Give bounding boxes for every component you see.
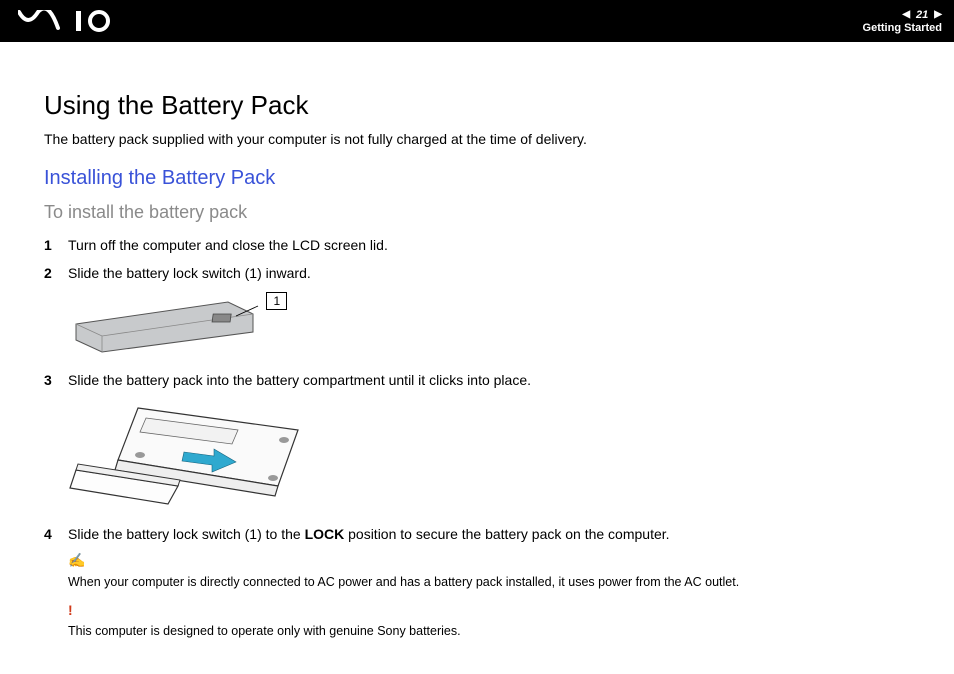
figure-battery-insert: [68, 400, 914, 510]
step-3: 3 Slide the battery pack into the batter…: [44, 370, 914, 390]
figure-battery-switch: 1: [68, 294, 914, 356]
page-content: Using the Battery Pack The battery pack …: [0, 42, 954, 640]
step-text: Slide the battery lock switch (1) to the…: [68, 524, 670, 544]
page-header: ◀ 21 ▶ Getting Started: [0, 0, 954, 42]
step-1: 1 Turn off the computer and close the LC…: [44, 235, 914, 255]
step-2: 2 Slide the battery lock switch (1) inwa…: [44, 263, 914, 283]
step-number: 2: [44, 263, 68, 283]
header-right: ◀ 21 ▶ Getting Started: [863, 9, 942, 34]
intro-text: The battery pack supplied with your comp…: [44, 131, 914, 147]
section-label: Getting Started: [863, 22, 942, 34]
step-text-part: Slide the battery lock switch (1) to the: [68, 526, 305, 542]
callout-label: 1: [266, 292, 287, 310]
step-text: Turn off the computer and close the LCD …: [68, 235, 388, 255]
step-4: 4 Slide the battery lock switch (1) to t…: [44, 524, 914, 544]
step-number: 1: [44, 235, 68, 255]
info-note: ✍ When your computer is directly connect…: [68, 552, 914, 591]
prev-page-arrow[interactable]: ◀: [902, 9, 910, 20]
note-text: When your computer is directly connected…: [68, 575, 739, 589]
page-title: Using the Battery Pack: [44, 90, 914, 121]
page-nav: ◀ 21 ▶: [902, 9, 942, 21]
step-text: Slide the battery lock switch (1) inward…: [68, 263, 311, 283]
procedure-heading: To install the battery pack: [44, 202, 914, 223]
step-number: 4: [44, 524, 68, 544]
section-heading: Installing the Battery Pack: [44, 167, 914, 190]
warning-icon: !: [68, 601, 914, 621]
step-text-part: position to secure the battery pack on t…: [344, 526, 669, 542]
note-text: This computer is designed to operate onl…: [68, 624, 461, 638]
step-number: 3: [44, 370, 68, 390]
page-number: 21: [916, 9, 928, 21]
step-text-bold: LOCK: [305, 526, 345, 542]
vaio-logo: [18, 10, 128, 32]
warning-note: ! This computer is designed to operate o…: [68, 601, 914, 640]
pen-icon: ✍: [68, 552, 914, 572]
next-page-arrow[interactable]: ▶: [934, 9, 942, 20]
step-text: Slide the battery pack into the battery …: [68, 370, 531, 390]
